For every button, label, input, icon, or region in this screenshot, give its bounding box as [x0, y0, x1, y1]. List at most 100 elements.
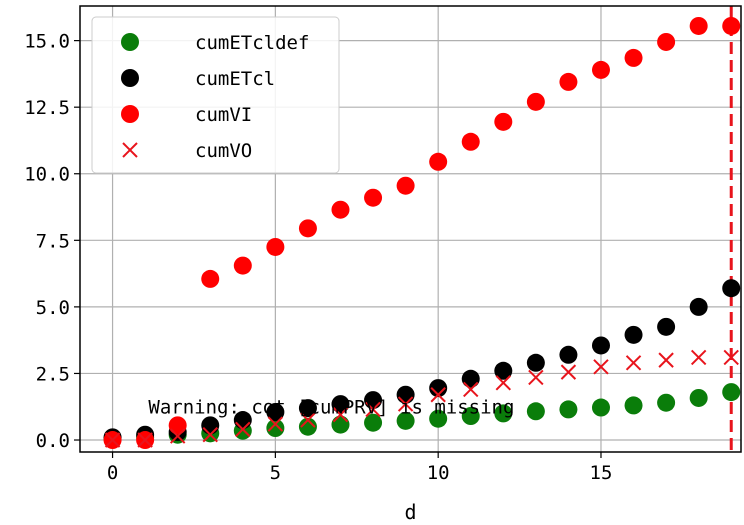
data-point	[722, 16, 741, 35]
data-point	[430, 387, 446, 403]
x-axis-label: d	[404, 500, 416, 524]
data-point	[104, 432, 121, 448]
data-point	[526, 353, 545, 372]
data-point	[331, 200, 350, 219]
x-marker-stroke	[137, 432, 153, 448]
warning-annotation: Warning: cot [cumPRV] is missing	[148, 396, 514, 418]
x-marker-stroke	[267, 416, 284, 432]
legend-label: cumETcldef	[195, 32, 309, 54]
data-point	[495, 375, 512, 391]
x-marker-stroke	[332, 407, 349, 423]
x-marker-stroke	[397, 396, 414, 412]
data-point	[266, 419, 285, 438]
y-tick-label: 7.5	[36, 230, 70, 252]
data-point	[658, 352, 674, 368]
legend-label: cumETcl	[195, 68, 275, 90]
data-point	[137, 432, 153, 448]
legend-marker	[121, 105, 139, 123]
x-tick-label: 15	[590, 462, 613, 484]
x-marker-stroke	[593, 359, 609, 375]
x-marker-stroke	[300, 412, 316, 428]
x-marker-stroke	[122, 142, 138, 158]
legend-marker	[122, 142, 138, 158]
x-tick-label: 0	[107, 462, 118, 484]
data-point	[298, 399, 317, 418]
data-point	[657, 32, 676, 51]
data-point	[397, 396, 414, 412]
data-point	[266, 237, 285, 256]
data-point	[689, 16, 708, 35]
x-marker-stroke	[365, 401, 381, 418]
data-point	[298, 417, 317, 436]
legend-box	[91, 16, 340, 174]
data-point	[560, 364, 577, 380]
y-tick-label: 10.0	[24, 164, 70, 186]
data-point	[494, 361, 513, 380]
data-point	[266, 403, 285, 422]
data-point	[591, 398, 610, 417]
data-point	[689, 388, 708, 407]
data-point	[461, 132, 480, 151]
data-point	[690, 349, 707, 366]
x-marker-stroke	[104, 432, 121, 448]
data-point	[300, 412, 316, 428]
data-point	[235, 421, 251, 438]
data-point	[494, 404, 513, 423]
legend-marker	[121, 69, 139, 87]
plot-frame	[79, 5, 742, 453]
y-tick-label: 12.5	[24, 97, 70, 119]
data-point	[365, 401, 381, 418]
legend-label: cumVI	[195, 104, 252, 126]
data-point	[593, 359, 609, 375]
data-point	[722, 383, 741, 402]
x-marker-stroke	[202, 426, 218, 443]
data-point	[267, 416, 284, 432]
data-point	[624, 325, 643, 344]
data-point	[591, 60, 610, 79]
data-point	[723, 349, 739, 366]
x-marker-stroke	[690, 349, 707, 366]
data-point	[364, 188, 383, 207]
data-point	[201, 269, 220, 288]
x-marker-stroke	[723, 349, 739, 366]
series-cumVO	[104, 349, 739, 448]
x-marker-stroke	[169, 428, 186, 444]
x-tick-label: 5	[270, 462, 281, 484]
x-marker-stroke	[528, 369, 544, 386]
data-point	[332, 407, 349, 423]
grid	[80, 6, 741, 452]
data-point	[689, 297, 708, 316]
x-axis-ticks: 0 5 10 15	[107, 452, 613, 484]
y-tick-label: 5.0	[36, 297, 70, 319]
data-points	[103, 16, 741, 450]
data-point	[591, 336, 610, 355]
data-point	[559, 345, 578, 364]
data-point	[429, 409, 448, 428]
data-point	[559, 72, 578, 91]
x-tick-label: 10	[427, 462, 450, 484]
data-point	[396, 411, 415, 430]
data-point	[396, 176, 415, 195]
data-point	[559, 400, 578, 419]
data-point	[168, 416, 187, 435]
data-point	[722, 279, 741, 298]
data-point	[526, 402, 545, 421]
data-point	[624, 48, 643, 67]
data-point	[528, 369, 544, 386]
x-marker-stroke	[625, 355, 642, 371]
data-point	[494, 112, 513, 131]
data-point	[169, 428, 186, 444]
x-marker-stroke	[235, 421, 251, 438]
data-point	[364, 413, 383, 432]
data-point	[429, 379, 448, 398]
data-point	[625, 355, 642, 371]
data-point	[624, 396, 643, 415]
data-point	[463, 381, 479, 398]
legend: cumETcldef cumETcl cumVI cumVO	[91, 16, 340, 174]
data-point	[331, 395, 350, 414]
x-marker-stroke	[495, 375, 512, 391]
y-tick-label: 2.5	[36, 363, 70, 385]
data-point	[657, 317, 676, 336]
x-marker-stroke	[463, 381, 479, 398]
